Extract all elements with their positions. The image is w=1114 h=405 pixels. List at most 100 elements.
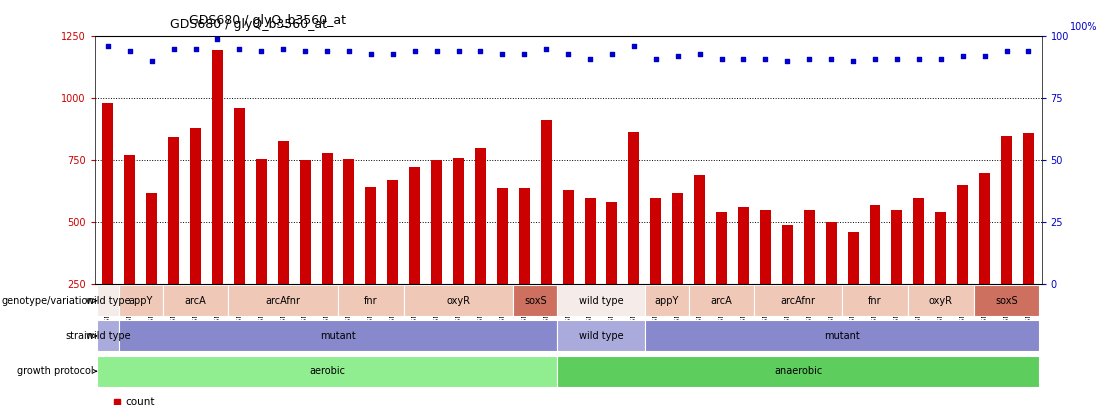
Bar (409, 167, 420, 345)
Point (405, 48, 423, 55)
Point (625, 43, 643, 49)
Point (231, 45, 248, 52)
Bar (97, 285, 119, 316)
Bar (168, 136, 179, 345)
Bar (453, 158, 465, 345)
Bar (557, 285, 645, 316)
Bar (97, 320, 119, 352)
Bar (497, 188, 508, 345)
Point (362, 51, 380, 57)
Point (120, 48, 138, 55)
Text: mutant: mutant (320, 331, 355, 341)
Bar (645, 285, 688, 316)
Bar (891, 210, 902, 345)
Point (450, 48, 468, 55)
Text: appY: appY (128, 296, 153, 306)
Bar (557, 356, 1039, 387)
Bar (688, 285, 754, 316)
Point (713, 55, 731, 62)
Bar (979, 173, 990, 345)
Bar (716, 212, 727, 345)
Text: oxyR: oxyR (447, 296, 470, 306)
Bar (431, 160, 442, 345)
Bar (825, 222, 837, 345)
Text: aerobic: aerobic (309, 366, 345, 376)
Point (340, 48, 358, 55)
Point (428, 48, 446, 55)
Bar (1001, 136, 1012, 345)
Point (756, 55, 774, 62)
Bar (163, 285, 228, 316)
Text: genotype/variation: genotype/variation (1, 296, 94, 306)
Bar (514, 285, 557, 316)
Text: arcAfnr: arcAfnr (781, 296, 815, 306)
Point (165, 45, 183, 52)
Point (998, 48, 1016, 55)
Bar (119, 285, 163, 316)
Bar (804, 210, 814, 345)
Bar (277, 141, 289, 345)
Point (296, 48, 314, 55)
Bar (913, 198, 925, 345)
Y-axis label: 100%: 100% (1071, 21, 1098, 32)
Bar (737, 207, 749, 345)
Point (888, 55, 906, 62)
Bar (974, 285, 1039, 316)
Text: fnr: fnr (868, 296, 882, 306)
Bar (842, 285, 908, 316)
Text: strain: strain (66, 331, 94, 341)
Point (99, 43, 117, 49)
Text: arcAfnr: arcAfnr (266, 296, 301, 306)
Point (1019, 48, 1037, 55)
Text: GDS680 / glyQ_b3560_at: GDS680 / glyQ_b3560_at (189, 14, 346, 27)
Bar (1023, 133, 1034, 345)
Bar (694, 175, 705, 345)
Bar (908, 285, 974, 316)
Bar (563, 190, 574, 345)
Bar (190, 128, 201, 345)
Bar (782, 225, 793, 345)
Point (603, 51, 620, 57)
Point (274, 45, 292, 52)
Bar (256, 159, 266, 345)
Bar (585, 198, 596, 345)
Point (471, 48, 489, 55)
Bar (365, 187, 377, 345)
Text: count: count (126, 396, 155, 405)
Bar (228, 285, 338, 316)
Point (559, 51, 577, 57)
Point (537, 45, 555, 52)
Bar (234, 108, 245, 345)
Bar (672, 193, 683, 345)
Bar (475, 148, 486, 345)
Bar (119, 320, 557, 352)
Point (734, 55, 752, 62)
Bar (557, 320, 645, 352)
Bar (848, 232, 859, 345)
Text: oxyR: oxyR (929, 296, 952, 306)
Bar (388, 180, 399, 345)
Point (866, 55, 883, 62)
Point (143, 58, 160, 64)
Text: soxS: soxS (524, 296, 547, 306)
Point (384, 51, 402, 57)
Bar (146, 193, 157, 345)
Bar (936, 212, 946, 345)
Text: mutant: mutant (824, 331, 860, 341)
Bar (754, 285, 842, 316)
Point (844, 58, 862, 64)
Bar (760, 210, 771, 345)
Point (800, 55, 818, 62)
Point (494, 51, 511, 57)
Point (582, 55, 599, 62)
Text: fnr: fnr (364, 296, 378, 306)
Bar (343, 159, 354, 345)
Point (668, 53, 686, 60)
Point (779, 58, 797, 64)
Text: wild type: wild type (86, 296, 130, 306)
Bar (102, 103, 114, 345)
Text: wild type: wild type (578, 296, 624, 306)
Bar (645, 320, 1039, 352)
Point (910, 55, 928, 62)
Bar (540, 120, 551, 345)
